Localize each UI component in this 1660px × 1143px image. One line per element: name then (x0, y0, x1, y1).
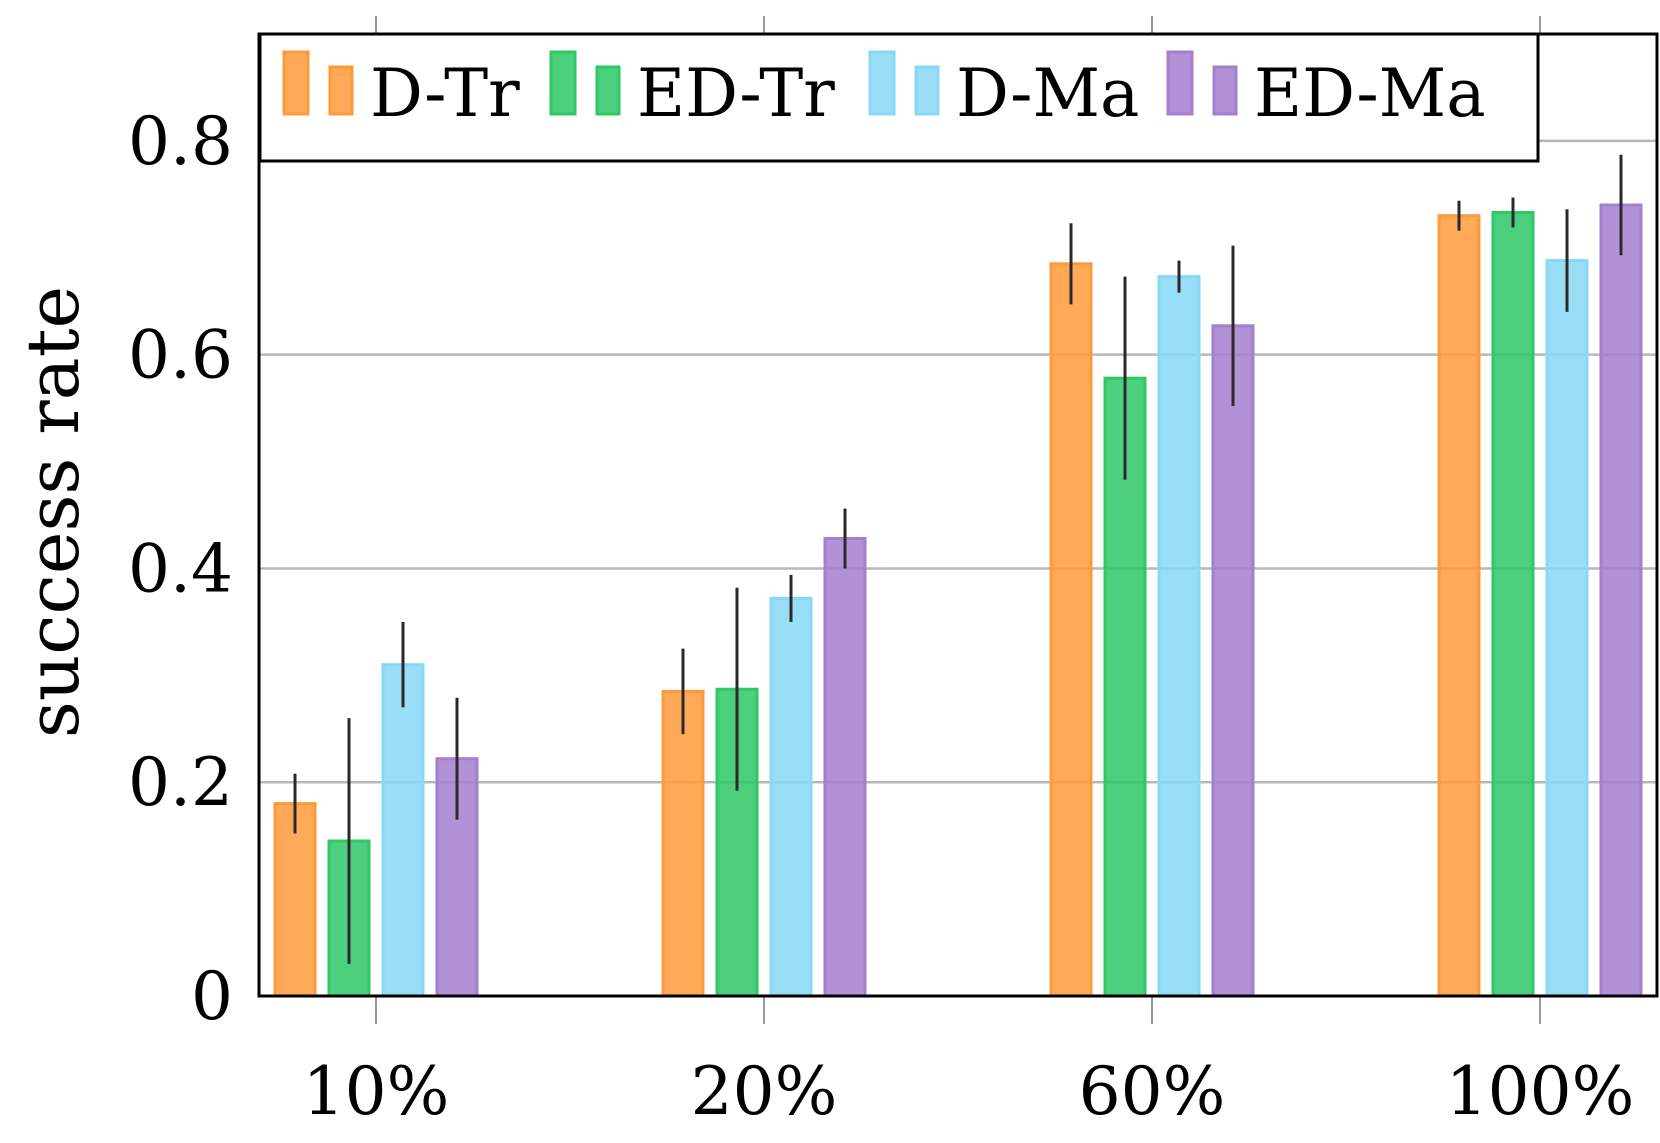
legend-entry: D-Tr (282, 50, 520, 132)
bar-ed-tr-100pct (1491, 211, 1535, 998)
error-bar-layer (293, 154, 1623, 964)
y-tick-label: 0.2 (128, 744, 233, 821)
x-tick-label: 100% (1446, 1053, 1635, 1130)
bar-d-tr-20pct (661, 689, 705, 998)
bar-d-tr-10pct (273, 802, 317, 998)
axis-layer: 0 0.2 0.4 0.6 0.8 10% 20% 60% 100% (128, 16, 1659, 1130)
y-axis-label: success rate (11, 286, 95, 738)
x-tick-label: 60% (1079, 1053, 1226, 1130)
bar-d-ma-100pct (1545, 259, 1589, 998)
x-tick-label: 20% (691, 1053, 838, 1130)
bar-d-ma-60pct (1157, 275, 1201, 998)
y-tick-label: 0.6 (128, 317, 233, 394)
legend-swatch (282, 50, 310, 116)
legend-swatch (914, 65, 940, 116)
legend-swatch (1212, 65, 1238, 116)
legend: D-Tr ED-Tr D-Ma ED-Ma (258, 32, 1540, 163)
legend-label: D-Ma (956, 55, 1139, 132)
y-tick-label: 0.8 (128, 103, 233, 180)
legend-swatch (1166, 50, 1194, 116)
bar-d-tr-100pct (1437, 214, 1481, 998)
bar-ed-ma-60pct (1211, 324, 1255, 998)
bar-layer (273, 203, 1643, 998)
legend-swatch (595, 65, 621, 116)
legend-swatch (549, 50, 577, 116)
bar-ed-ma-10pct (435, 757, 479, 998)
y-tick-label: 0 (191, 958, 233, 1035)
x-tick-label: 10% (303, 1053, 450, 1130)
bar-d-ma-20pct (769, 596, 813, 998)
legend-label: ED-Tr (637, 55, 835, 132)
legend-swatch (868, 50, 896, 116)
legend-swatch (328, 65, 354, 116)
legend-entry: ED-Ma (1166, 50, 1486, 132)
legend-entry: D-Ma (868, 50, 1139, 132)
legend-label: ED-Ma (1254, 55, 1486, 132)
bar-d-tr-60pct (1049, 262, 1093, 998)
legend-label: D-Tr (370, 55, 520, 132)
legend-entry: ED-Tr (549, 50, 835, 132)
bar-ed-ma-100pct (1599, 203, 1643, 998)
legend-box (258, 32, 1540, 163)
bar-ed-ma-20pct (823, 537, 867, 998)
y-tick-label: 0.4 (128, 530, 233, 607)
bar-d-ma-10pct (381, 663, 425, 998)
